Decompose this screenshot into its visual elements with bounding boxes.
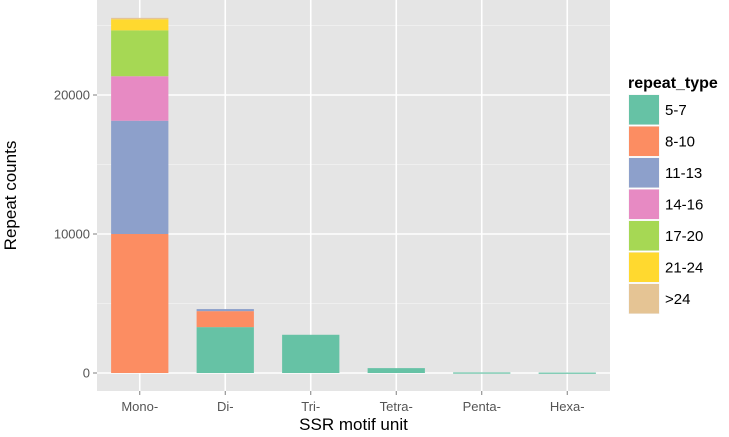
x-axis-title: SSR motif unit bbox=[299, 415, 408, 434]
bar-segment-mono-1113 bbox=[111, 120, 169, 234]
legend-swatch bbox=[629, 221, 659, 251]
legend-title: repeat_type bbox=[628, 75, 718, 92]
x-tick-label: Mono- bbox=[121, 399, 158, 414]
bar-segment-di-1113 bbox=[196, 309, 254, 312]
bar-segment-mono-810 bbox=[111, 234, 169, 373]
x-tick-label: Tri- bbox=[301, 399, 320, 414]
legend-label: 8-10 bbox=[665, 133, 695, 150]
legend-label: >24 bbox=[665, 291, 690, 308]
bar-segment-di-57 bbox=[196, 327, 254, 373]
bar-segment-di-810 bbox=[196, 311, 254, 328]
legend-label: 21-24 bbox=[665, 259, 703, 276]
y-axis-title: Repeat counts bbox=[1, 141, 20, 251]
x-tick-label: Hexa- bbox=[550, 399, 585, 414]
legend-label: 17-20 bbox=[665, 228, 703, 245]
x-tick-label: Penta- bbox=[463, 399, 501, 414]
bar-segment-mono-24 bbox=[111, 17, 169, 20]
bar-segment-tri-57 bbox=[282, 334, 340, 373]
y-tick-label: 20000 bbox=[54, 88, 90, 103]
legend-swatch bbox=[629, 189, 659, 219]
legend-swatch bbox=[629, 158, 659, 188]
bar-segment-tetra-57 bbox=[367, 368, 425, 373]
bar-segment-mono-2124 bbox=[111, 19, 169, 31]
legend-label: 14-16 bbox=[665, 196, 703, 213]
x-axis: Mono- Di- Tri- Tetra- Penta- Hexa- bbox=[121, 391, 585, 414]
bar-segment-penta-57 bbox=[453, 372, 511, 374]
y-tick-label: 0 bbox=[83, 366, 90, 381]
legend-swatch bbox=[629, 95, 659, 125]
legend-label: 5-7 bbox=[665, 102, 687, 119]
bar-segment-mono-1416 bbox=[111, 76, 169, 121]
y-tick-label: 10000 bbox=[54, 227, 90, 242]
legend-label: 11-13 bbox=[665, 165, 702, 182]
bar-segment-mono-1720 bbox=[111, 30, 169, 77]
bar-segment-hexa-57 bbox=[538, 372, 596, 374]
x-tick-label: Di- bbox=[217, 399, 234, 414]
bars bbox=[111, 17, 596, 374]
legend-swatch bbox=[629, 126, 659, 156]
y-axis: 0 10000 20000 bbox=[54, 88, 97, 381]
x-tick-label: Tetra- bbox=[380, 399, 413, 414]
plot-panel bbox=[97, 0, 610, 391]
legend-swatch bbox=[629, 284, 659, 314]
legend-swatch bbox=[629, 252, 659, 282]
legend: repeat_type 5-7 8-10 11-13 14-16 17-20 21-24 >… bbox=[627, 75, 718, 315]
